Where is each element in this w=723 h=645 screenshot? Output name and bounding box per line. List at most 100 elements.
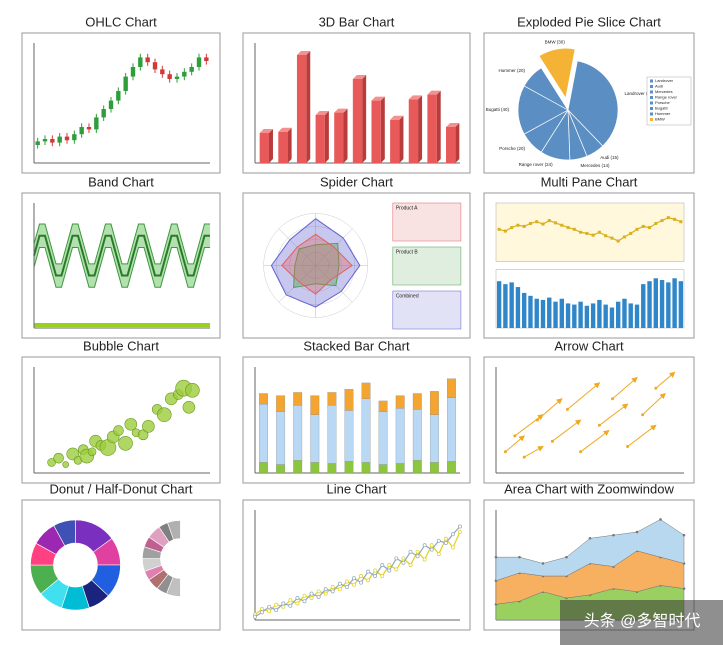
candle-body bbox=[116, 91, 121, 101]
chart-title: Arrow Chart bbox=[554, 338, 624, 353]
bar-segment bbox=[327, 463, 337, 474]
bar bbox=[597, 299, 602, 328]
slice-label: Range rover (24) bbox=[519, 162, 554, 167]
bar-top bbox=[408, 95, 423, 100]
bar-segment bbox=[344, 410, 354, 462]
bubble bbox=[118, 436, 133, 451]
bar-side bbox=[455, 123, 460, 163]
legend-label: Hummer bbox=[655, 111, 671, 116]
point bbox=[458, 530, 462, 534]
point bbox=[547, 219, 551, 223]
legend-swatch bbox=[650, 101, 653, 105]
point bbox=[337, 587, 342, 592]
bar-side bbox=[324, 111, 329, 163]
bar bbox=[678, 281, 684, 328]
point bbox=[387, 568, 392, 573]
bubble bbox=[156, 407, 172, 423]
donut-slice bbox=[53, 519, 76, 547]
point bbox=[622, 235, 626, 239]
bar bbox=[647, 281, 652, 328]
point bbox=[387, 563, 392, 567]
legend-label: Product B bbox=[396, 249, 419, 255]
point bbox=[288, 598, 293, 603]
point bbox=[401, 556, 406, 561]
arrow bbox=[523, 446, 544, 458]
bar bbox=[634, 304, 640, 328]
bar bbox=[315, 115, 325, 163]
bar bbox=[296, 55, 307, 163]
candle-body bbox=[130, 67, 136, 77]
point bbox=[588, 536, 592, 540]
candle-body bbox=[79, 127, 84, 135]
point bbox=[274, 602, 279, 607]
point bbox=[585, 231, 589, 235]
point bbox=[528, 221, 532, 225]
candle-body bbox=[196, 57, 202, 67]
bar-segment bbox=[412, 393, 422, 410]
point bbox=[597, 230, 601, 234]
bar bbox=[515, 287, 521, 328]
chart-title: Donut / Half-Donut Chart bbox=[49, 481, 192, 496]
point bbox=[610, 236, 614, 240]
point bbox=[267, 609, 272, 614]
bar-segment bbox=[378, 411, 388, 465]
point bbox=[337, 581, 342, 586]
point bbox=[267, 604, 272, 609]
legend-label: Porsche bbox=[655, 100, 670, 105]
point bbox=[344, 579, 349, 584]
bar-top bbox=[278, 127, 292, 132]
bar bbox=[427, 94, 437, 163]
chart-frame bbox=[21, 32, 221, 174]
bar-side bbox=[418, 95, 423, 163]
bar-segment bbox=[293, 392, 303, 406]
arrow-start bbox=[565, 407, 569, 411]
legend-swatch bbox=[650, 85, 653, 88]
candle-body bbox=[57, 136, 62, 143]
bar-segment bbox=[447, 397, 456, 462]
point bbox=[415, 549, 420, 554]
chart-title: OHLC Chart bbox=[85, 14, 157, 29]
candle-body bbox=[72, 134, 77, 141]
point bbox=[497, 227, 501, 231]
point bbox=[366, 578, 371, 583]
bar-segment bbox=[429, 391, 439, 415]
candle-body bbox=[160, 69, 165, 75]
bar-side bbox=[287, 127, 292, 163]
legend-label: Bugatti bbox=[655, 106, 668, 111]
bar-segment bbox=[429, 462, 439, 474]
point bbox=[281, 604, 286, 609]
bar bbox=[547, 297, 552, 328]
chart-frame bbox=[242, 499, 471, 631]
arrow bbox=[552, 419, 582, 442]
bar bbox=[446, 127, 456, 163]
candle-body bbox=[167, 74, 172, 79]
point bbox=[415, 554, 420, 559]
arrow-start bbox=[503, 450, 507, 454]
pie-slice bbox=[538, 47, 576, 100]
bar-top bbox=[259, 129, 273, 133]
chart-title: Spider Chart bbox=[320, 174, 393, 189]
bar-segment bbox=[293, 460, 303, 474]
bar-top bbox=[371, 96, 385, 101]
legend-label: Combined bbox=[396, 293, 419, 299]
point bbox=[641, 224, 645, 228]
bar bbox=[672, 278, 677, 328]
point bbox=[660, 219, 664, 223]
candle-body bbox=[64, 136, 70, 141]
bar-top bbox=[315, 111, 329, 115]
bar-top bbox=[296, 51, 311, 55]
chart-title: Bubble Chart bbox=[83, 338, 159, 353]
bar-top bbox=[352, 75, 367, 79]
bar bbox=[528, 295, 533, 328]
bar bbox=[278, 131, 288, 163]
legend-box bbox=[392, 246, 462, 286]
point bbox=[429, 543, 434, 548]
legend-box bbox=[392, 202, 462, 242]
band-upper bbox=[33, 223, 210, 265]
point bbox=[673, 217, 677, 221]
point bbox=[309, 591, 314, 596]
bar bbox=[334, 112, 344, 163]
legend-swatch bbox=[650, 118, 653, 121]
arrow bbox=[599, 403, 629, 426]
